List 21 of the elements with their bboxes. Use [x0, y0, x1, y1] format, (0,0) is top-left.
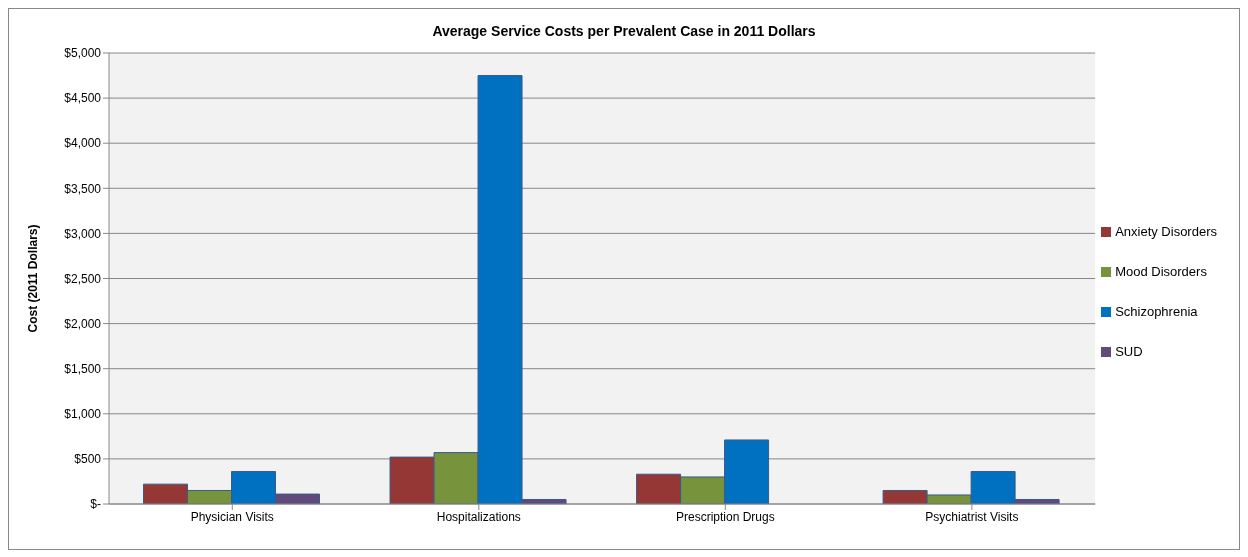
y-tick-label: $500 [74, 452, 102, 467]
y-tick-label: $4,500 [64, 91, 102, 106]
y-axis-title: Cost (2011 Dollars) [26, 224, 41, 333]
legend-label: Anxiety Disorders [1115, 223, 1217, 239]
legend-label: SUD [1115, 343, 1143, 359]
y-tick-label: $1,000 [64, 407, 102, 422]
y-tick-label: $3,000 [64, 226, 102, 241]
legend-label: Mood Disorders [1115, 263, 1207, 279]
y-tick-label: $3,500 [64, 181, 102, 196]
legend-label: Schizophrenia [1115, 303, 1198, 319]
chart-title: Average Service Costs per Prevalent Case in 2011 Dollars [431, 23, 817, 39]
y-tick-label: $1,500 [64, 361, 102, 376]
x-tick-label: Psychiatrist Visits [925, 509, 1019, 524]
y-tick-label: $4,000 [64, 136, 102, 151]
y-tick-label: $2,500 [64, 271, 102, 286]
y-tick-label: $- [90, 497, 101, 512]
x-tick-label: Prescription Drugs [675, 509, 775, 524]
x-tick-label: Hospitalizations [436, 509, 521, 524]
y-tick-label: $2,000 [64, 316, 102, 331]
x-tick-label: Physician Visits [190, 509, 274, 524]
y-tick-label: $5,000 [64, 46, 102, 61]
